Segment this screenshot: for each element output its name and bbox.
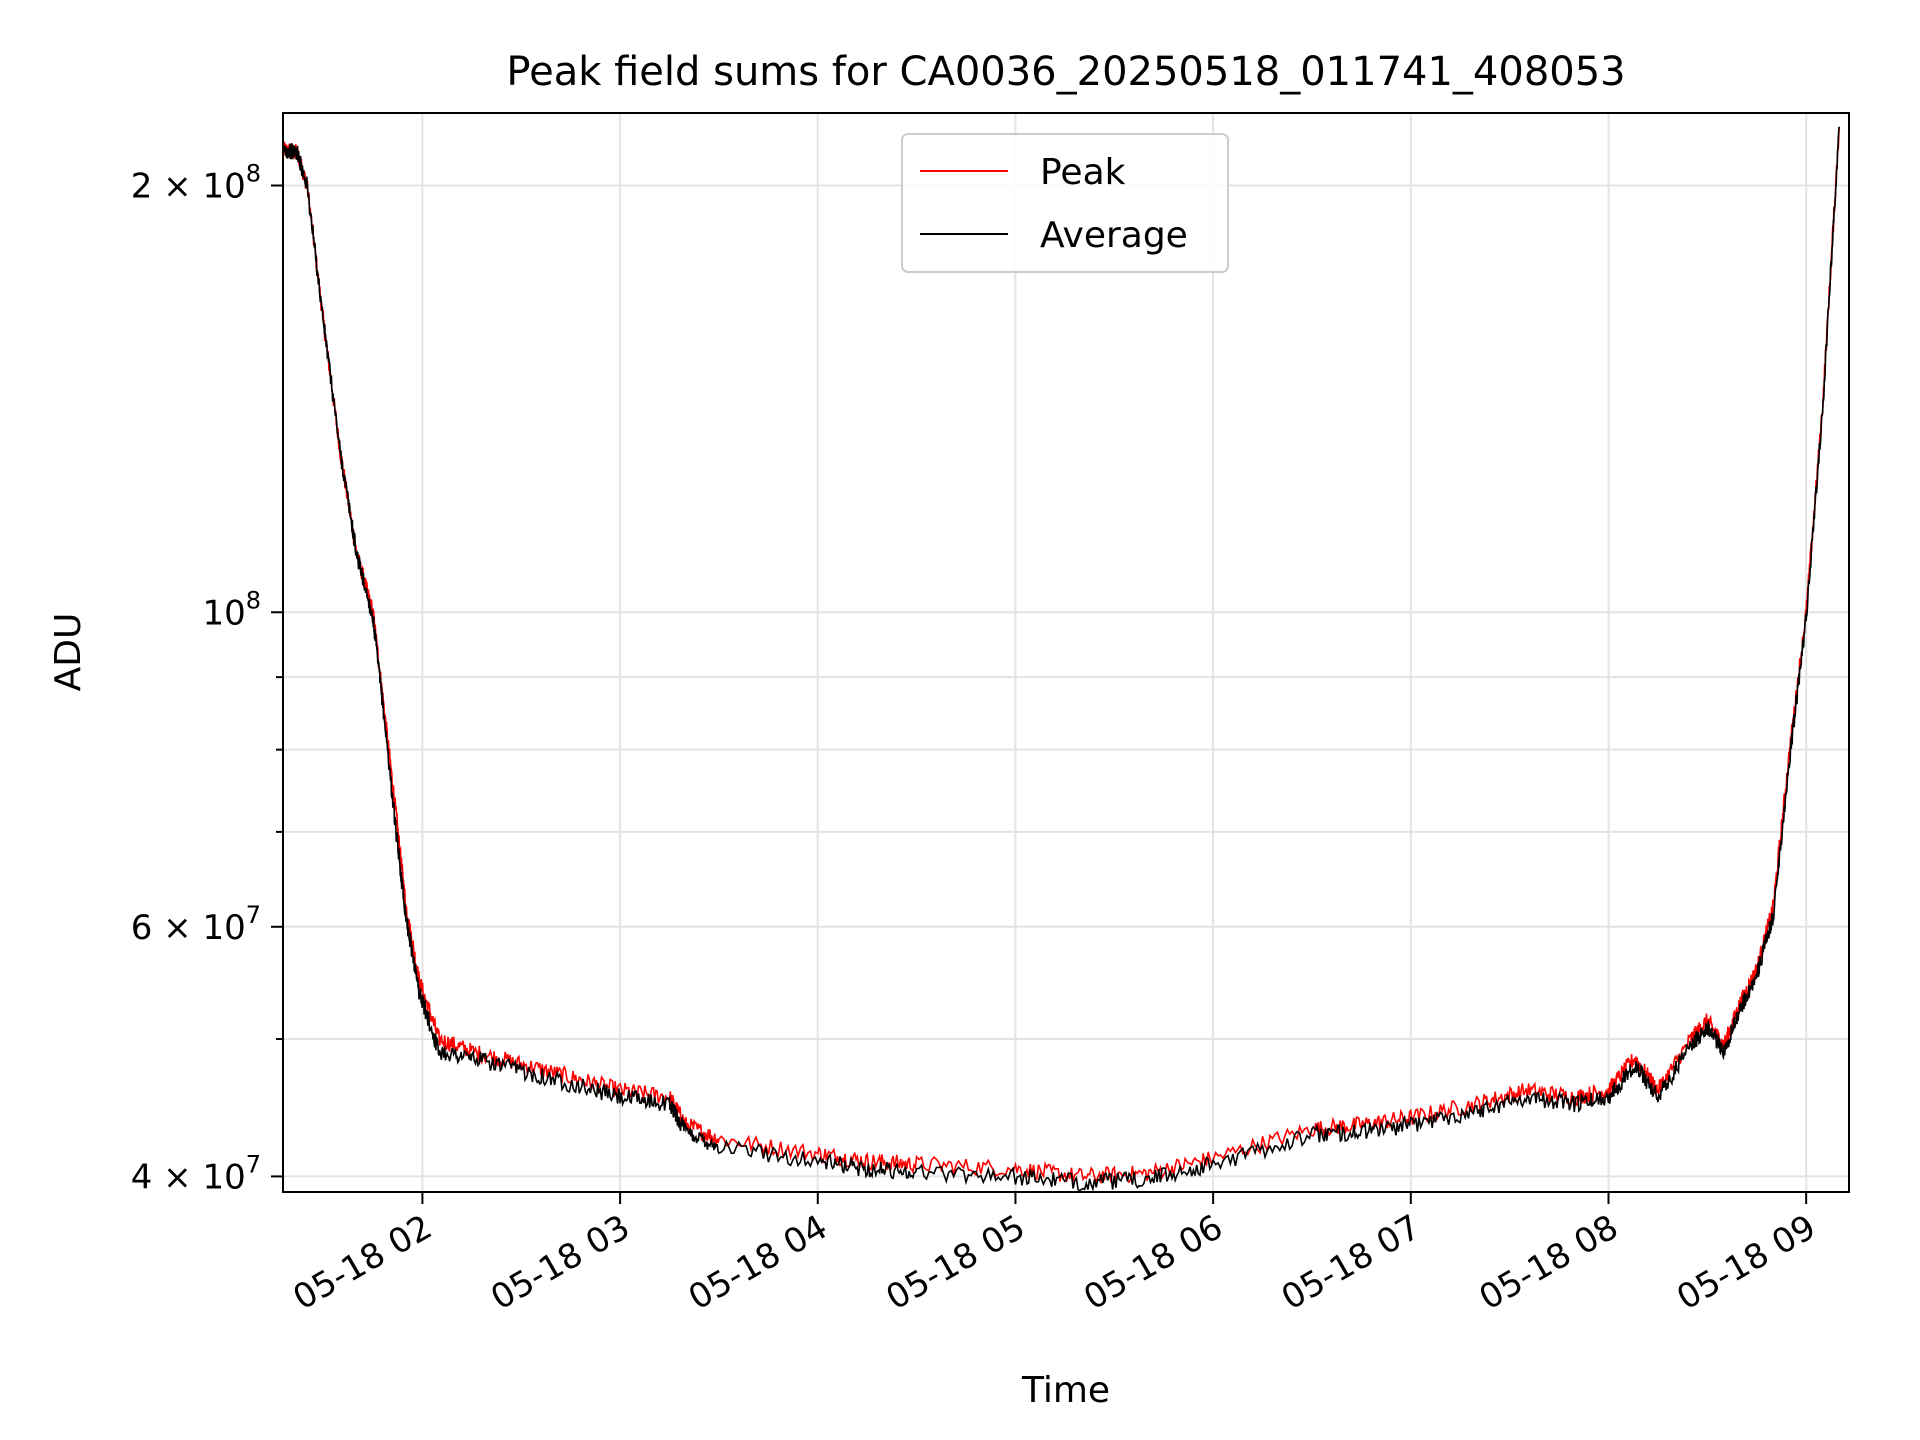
grid bbox=[283, 113, 1849, 1192]
legend-label-average: Average bbox=[1040, 215, 1188, 256]
y-axis: 4 × 107 6 × 107 108 2 × 108 bbox=[131, 160, 283, 1197]
plot-frame bbox=[282, 112, 1850, 1193]
y-tick-label: 2 × 108 bbox=[131, 160, 261, 207]
legend-box bbox=[901, 133, 1229, 273]
chart-title: Peak field sums for CA0036_20250518_0117… bbox=[506, 49, 1625, 95]
legend-label-peak: Peak bbox=[1040, 152, 1126, 193]
series-line-average bbox=[283, 126, 1840, 1192]
series-layer bbox=[283, 126, 1840, 1192]
y-tick-label: 4 × 107 bbox=[131, 1150, 261, 1197]
x-axis-label: Time bbox=[1021, 1370, 1110, 1411]
y-tick-label: 108 bbox=[202, 586, 261, 633]
series-line-peak bbox=[283, 126, 1840, 1184]
y-axis-label: ADU bbox=[48, 613, 89, 692]
legend: Peak Average bbox=[901, 133, 1229, 273]
y-tick-label: 6 × 107 bbox=[131, 901, 261, 948]
